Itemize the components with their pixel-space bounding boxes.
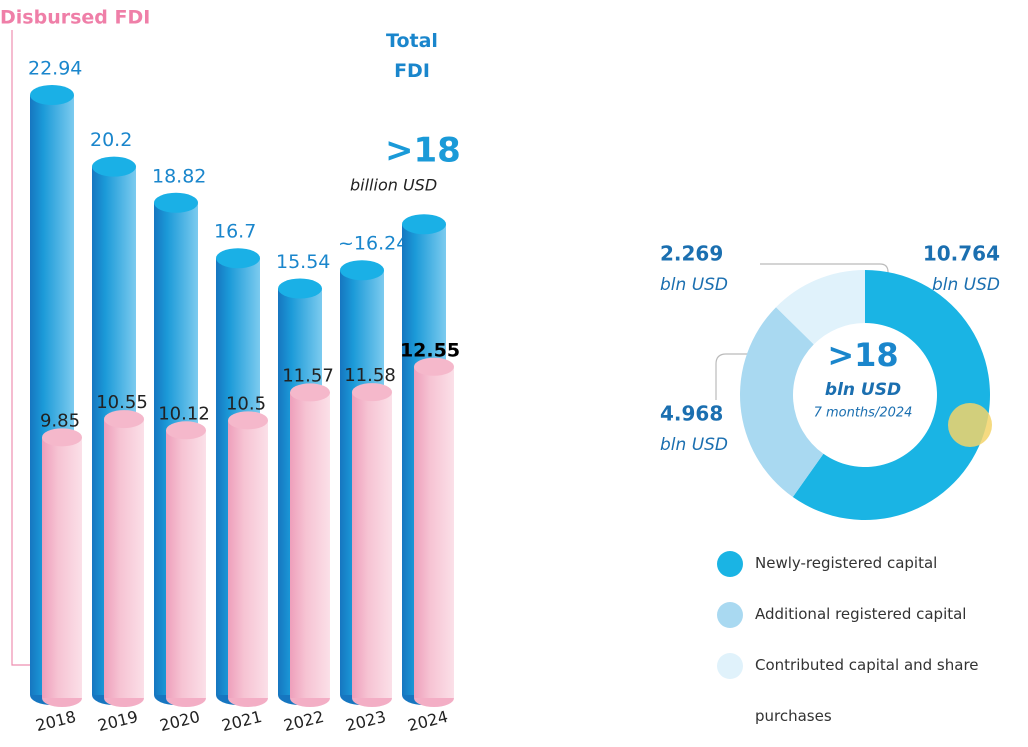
value-label: 18.82 [152, 165, 206, 187]
legend-item: Additional registered capital [715, 589, 985, 640]
center-note: 7 months/2024 [814, 406, 913, 421]
value-label: 20.2 [90, 129, 132, 151]
legend-label: Contributed capital and share purchases [755, 656, 979, 725]
value-label: 4.968 [660, 402, 723, 426]
x-tick-label: 2019 [96, 707, 140, 735]
cylinder-top [402, 214, 446, 234]
legend-swatch [717, 602, 743, 628]
legend-swatch [717, 551, 743, 577]
unit-label: bln USD [660, 435, 728, 455]
value-label: 22.94 [28, 58, 82, 80]
legend-swatch [717, 653, 743, 679]
cylinder-top [340, 260, 384, 280]
legend-item: Newly-registered capital [715, 538, 985, 589]
value-label: 15.54 [276, 251, 330, 273]
legend: Newly-registered capital Additional regis… [715, 538, 1005, 742]
x-tick-label: 2018 [34, 707, 78, 735]
bar [290, 392, 330, 698]
icon [948, 403, 992, 447]
bar [42, 437, 82, 698]
value-label: 2.269 [660, 242, 723, 266]
legend-label: Newly-registered capital [755, 554, 937, 572]
unit-label: bln USD [660, 275, 728, 295]
infographic: Disbursed FDI >18 billion USD 22.94 9.85 2… [0, 0, 1028, 747]
bar [228, 420, 268, 698]
bar [414, 367, 454, 698]
x-tick-label: 2021 [220, 707, 264, 735]
value-label: 10.55 [96, 392, 148, 413]
cylinder-top [278, 279, 322, 299]
value-label: 11.58 [344, 365, 396, 386]
cylinder-top [154, 193, 198, 213]
x-tick-label: 2020 [158, 707, 202, 735]
value-label: 12.55 [400, 339, 460, 361]
center-unit: bln USD [825, 380, 901, 400]
x-tick-label: 2023 [344, 707, 388, 735]
value-label: 11.57 [282, 365, 334, 386]
center-label: >18 [827, 336, 898, 374]
total-label: >18 [385, 131, 461, 171]
value-label: 10.12 [158, 403, 210, 424]
legend-item: Contributed capital and share purchases [715, 640, 985, 742]
cylinder-top [92, 157, 136, 177]
legend-label: Additional registered capital [755, 605, 966, 623]
cylinder-top [30, 85, 74, 105]
unit-label: bln USD [932, 275, 1000, 295]
value-label: 16.7 [214, 221, 256, 243]
bar [166, 430, 206, 698]
x-tick-label: 2022 [282, 707, 326, 735]
x-tick-label: 2024 [406, 707, 450, 735]
annotation: billion USD [350, 176, 437, 195]
value-label: ~16.24 [338, 233, 408, 255]
bar [352, 392, 392, 698]
value-label: 10.764 [923, 242, 1000, 266]
cylinder-top [216, 248, 260, 268]
value-label: 9.85 [40, 410, 80, 431]
series-title: Total FDI [372, 26, 452, 86]
bar [104, 419, 144, 698]
value-label: 10.5 [226, 393, 266, 414]
series-title: Disbursed FDI [0, 7, 150, 29]
